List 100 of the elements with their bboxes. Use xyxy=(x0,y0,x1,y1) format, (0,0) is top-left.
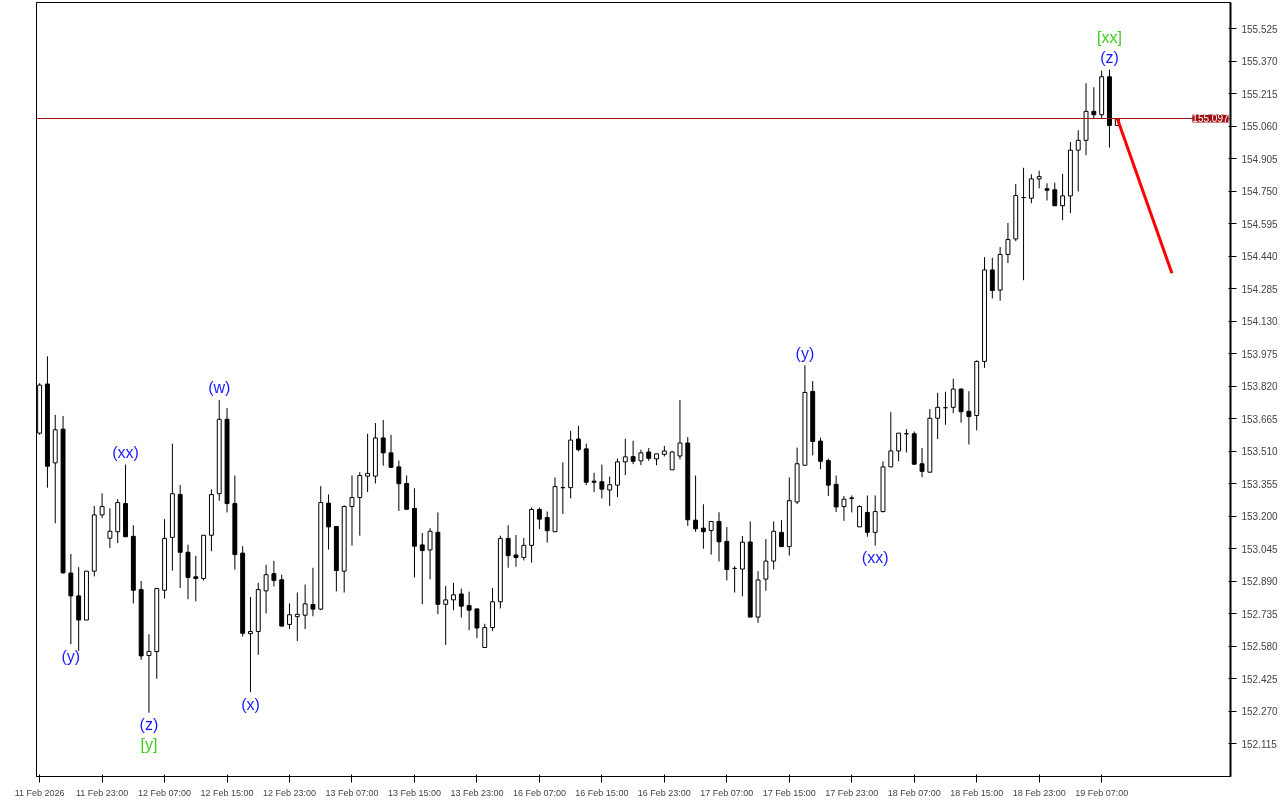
y-tick-label: 152.115 xyxy=(1241,738,1278,750)
y-tick-label: 153.200 xyxy=(1241,511,1279,523)
x-tick-label: 18 Feb 07:00 xyxy=(887,787,941,798)
candlestick xyxy=(693,475,699,533)
candlestick xyxy=(380,419,386,467)
y-tick-label: 153.975 xyxy=(1241,348,1279,360)
candlestick xyxy=(294,592,300,642)
candlestick xyxy=(458,588,464,618)
candlestick xyxy=(466,591,472,631)
candlestick xyxy=(989,257,995,299)
y-tick-label: 154.595 xyxy=(1241,218,1279,230)
x-tick-label: 13 Feb 07:00 xyxy=(325,787,379,798)
candlestick xyxy=(505,524,511,569)
candlestick xyxy=(607,476,613,507)
annotation: [xx] xyxy=(1097,29,1122,47)
x-tick-label: 18 Feb 23:00 xyxy=(1012,787,1066,798)
x-tick-label: 11 Feb 23:00 xyxy=(75,787,129,798)
candlestick xyxy=(864,494,870,538)
candlestick xyxy=(1060,173,1066,221)
y-tick-label: 154.905 xyxy=(1241,153,1279,165)
candlestick xyxy=(716,511,722,562)
annotation: (y) xyxy=(61,647,81,665)
candlestick xyxy=(599,464,605,499)
candlestick xyxy=(349,475,355,547)
candlestick xyxy=(615,458,620,498)
x-tick-label: 18 Feb 15:00 xyxy=(950,787,1004,798)
candlestick xyxy=(357,471,363,537)
y-tick-label: 152.580 xyxy=(1241,641,1279,653)
candlestick xyxy=(575,425,581,452)
x-tick-label: 17 Feb 15:00 xyxy=(762,787,816,798)
candlestick xyxy=(107,507,113,549)
candlestick xyxy=(950,378,956,414)
candlestick xyxy=(419,532,425,605)
x-tick-label: 19 Feb 07:00 xyxy=(1075,787,1129,798)
y-tick-label: 153.045 xyxy=(1241,543,1279,555)
y-tick-label: 155.525 xyxy=(1241,23,1279,35)
candlestick xyxy=(482,623,488,648)
annotation: (z) xyxy=(1100,49,1119,67)
candlestick xyxy=(700,503,706,550)
candlestick xyxy=(513,534,519,568)
annotation: (y) xyxy=(795,344,815,362)
y-tick-label: 153.665 xyxy=(1241,413,1279,425)
candlestick xyxy=(1052,182,1058,207)
x-tick-label: 17 Feb 23:00 xyxy=(825,787,879,798)
candlestick xyxy=(193,555,199,602)
candlestick xyxy=(451,582,456,611)
candlestick xyxy=(310,567,316,617)
annotation: (w) xyxy=(208,379,231,397)
candlestick xyxy=(248,596,253,693)
candlestick xyxy=(872,494,878,547)
candlestick xyxy=(919,447,925,478)
x-tick-label: 17 Feb 07:00 xyxy=(700,787,754,798)
candlestick xyxy=(622,438,628,476)
candlestick xyxy=(99,492,105,519)
x-tick-label: 12 Feb 23:00 xyxy=(262,787,317,798)
y-tick-label: 153.820 xyxy=(1241,381,1279,393)
candlestick xyxy=(841,495,847,522)
candlestick xyxy=(818,437,823,470)
candlestick xyxy=(708,520,714,556)
candlestick xyxy=(365,433,371,493)
y-tick-label: 153.355 xyxy=(1241,478,1279,490)
x-tick-label: 16 Feb 15:00 xyxy=(575,787,629,798)
y-tick-label: 152.735 xyxy=(1241,608,1279,620)
annotation: (xx) xyxy=(861,549,889,567)
candlestick xyxy=(146,633,152,714)
candlestick xyxy=(1091,86,1097,120)
y-tick-label: 155.060 xyxy=(1241,121,1279,133)
candlestick xyxy=(302,584,308,630)
candlestick xyxy=(677,399,683,460)
annotation: (xx) xyxy=(112,444,139,462)
candlestick xyxy=(388,434,394,468)
x-tick-label: 13 Feb 15:00 xyxy=(387,787,441,798)
candlestick xyxy=(271,560,277,587)
candlestick xyxy=(427,527,433,580)
x-tick-label: 16 Feb 07:00 xyxy=(512,787,566,798)
x-tick-label: 11 Feb 2026 xyxy=(14,787,65,798)
candlestick xyxy=(857,504,863,528)
candlestick xyxy=(630,440,636,465)
ref-line-label: 155.097 xyxy=(1192,113,1229,125)
candlestick xyxy=(443,585,449,646)
annotation: (x) xyxy=(241,695,260,713)
y-tick-label: 155.215 xyxy=(1241,88,1279,100)
candlestick xyxy=(287,602,292,630)
candlestick xyxy=(536,507,542,530)
candlestick xyxy=(1005,222,1011,264)
candlestick xyxy=(544,511,550,544)
y-tick-label: 154.130 xyxy=(1241,316,1279,328)
candlestick xyxy=(935,392,941,440)
candlestick xyxy=(474,608,480,639)
candlestick xyxy=(958,387,964,424)
y-tick-label: 152.425 xyxy=(1241,673,1279,685)
x-tick-label: 12 Feb 15:00 xyxy=(200,787,254,798)
candlestick xyxy=(1044,182,1050,202)
candlestick xyxy=(1075,129,1081,192)
candlestick xyxy=(763,538,769,592)
x-tick-label: 13 Feb 23:00 xyxy=(450,787,504,798)
y-tick-label: 152.890 xyxy=(1241,576,1279,588)
candlestick xyxy=(521,537,527,561)
candlestick xyxy=(1028,173,1034,204)
candlestick xyxy=(263,564,269,615)
